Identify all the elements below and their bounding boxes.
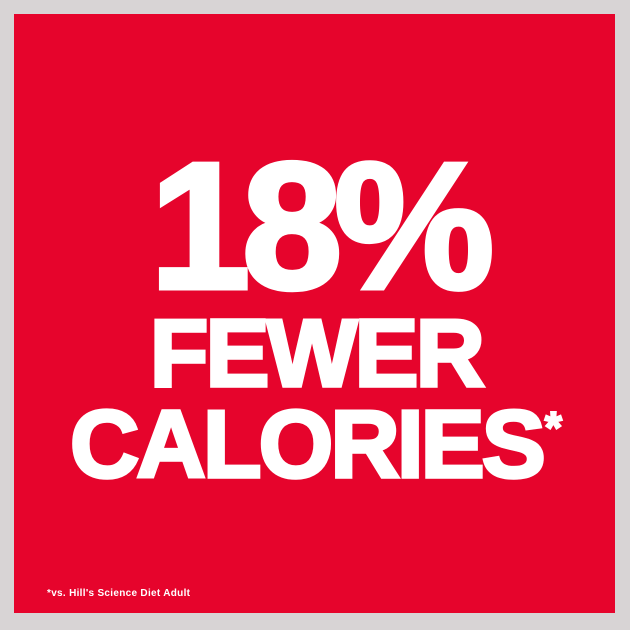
headline-calories-text: CALORIES: [68, 391, 547, 499]
headline-fewer: FEWER: [148, 299, 487, 407]
headline-calories: CALORIES*: [68, 395, 563, 495]
footnote-disclaimer: *vs. Hill's Science Diet Adult: [47, 588, 191, 599]
asterisk-superscript: *: [544, 403, 563, 453]
headline-percentage: 18%: [148, 126, 497, 328]
promo-red-canvas: 18% FEWER CALORIES* *vs. Hill's Science …: [14, 14, 615, 613]
headline: 18% FEWER CALORIES*: [68, 126, 563, 495]
